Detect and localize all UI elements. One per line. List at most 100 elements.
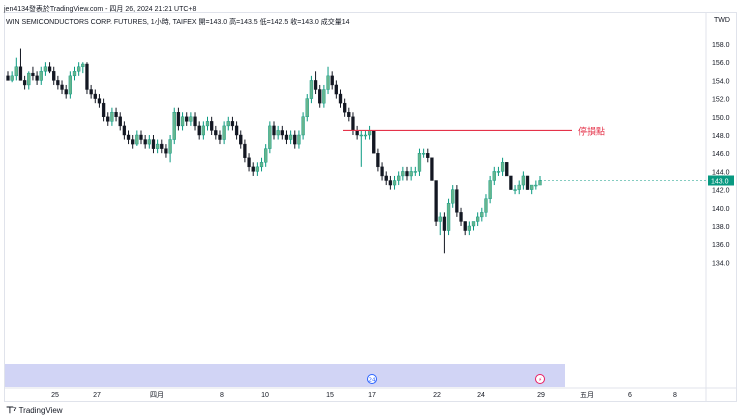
legend-high: 高=143.5 bbox=[229, 19, 258, 26]
candle-body bbox=[338, 93, 343, 104]
candle-body bbox=[413, 171, 417, 173]
candle-body bbox=[438, 216, 442, 222]
candle-body bbox=[230, 121, 235, 127]
candle-body bbox=[160, 143, 164, 149]
x-tick-label: 15 bbox=[326, 392, 334, 399]
candle-body bbox=[251, 166, 255, 172]
candle-body bbox=[118, 116, 122, 127]
candle-body bbox=[525, 175, 530, 190]
candle-body bbox=[492, 171, 496, 181]
candle-body bbox=[355, 130, 359, 136]
candle-body bbox=[363, 134, 368, 137]
candle-body bbox=[214, 130, 218, 136]
candle-body bbox=[459, 212, 463, 222]
candle-body bbox=[6, 75, 10, 81]
legend-volume: 成交量14 bbox=[320, 19, 350, 26]
candle-body bbox=[380, 166, 384, 177]
candle-body bbox=[85, 63, 89, 90]
candle-body bbox=[272, 125, 276, 136]
candle-body bbox=[176, 112, 181, 127]
publish-info: jen4134發表於TradingView.com - 四月 26, 2024 … bbox=[4, 6, 197, 13]
candle-body bbox=[538, 180, 542, 186]
event-band bbox=[5, 364, 565, 387]
candle-body bbox=[31, 72, 35, 77]
candle-body bbox=[367, 130, 372, 136]
currency-label: TWD bbox=[714, 17, 730, 24]
candle-body bbox=[43, 66, 48, 72]
candle-body bbox=[168, 139, 172, 154]
tradingview-footer: ⊤⁷ TradingView bbox=[6, 405, 63, 416]
candle-body bbox=[68, 75, 72, 95]
x-tick-label: 25 bbox=[51, 392, 59, 399]
candle-body bbox=[517, 184, 521, 190]
candle-body bbox=[64, 89, 68, 95]
candle-body bbox=[52, 71, 56, 81]
candle-body bbox=[384, 175, 388, 181]
candle-body bbox=[218, 134, 222, 140]
candle-body bbox=[101, 102, 106, 118]
candle-body bbox=[480, 212, 484, 218]
earnings-marker-label: 24 bbox=[369, 378, 376, 384]
candle-body bbox=[247, 157, 251, 168]
y-tick-label: 150.0 bbox=[712, 115, 730, 122]
candle-body bbox=[421, 152, 426, 155]
y-tick-label: 144.0 bbox=[712, 169, 730, 176]
x-tick-label: 17 bbox=[368, 392, 376, 399]
candle-body bbox=[451, 189, 455, 204]
candle-body bbox=[243, 143, 247, 158]
candle-body bbox=[151, 139, 156, 149]
y-tick-label: 156.0 bbox=[712, 60, 730, 67]
candle-body bbox=[60, 84, 64, 90]
candle-body bbox=[313, 80, 318, 90]
candle-body bbox=[268, 125, 272, 149]
candle-body bbox=[185, 116, 189, 122]
candle-body bbox=[234, 125, 239, 136]
candle-body bbox=[143, 139, 147, 145]
y-tick-label: 142.0 bbox=[712, 188, 730, 195]
x-tick-label: 6 bbox=[628, 392, 632, 399]
candle-body bbox=[372, 130, 376, 154]
y-tick-label: 148.0 bbox=[712, 133, 730, 140]
brand-label: TradingView bbox=[18, 406, 63, 415]
candle-body bbox=[201, 125, 205, 136]
candle-body bbox=[276, 130, 280, 136]
candle-body bbox=[409, 171, 413, 177]
candle-body bbox=[280, 130, 284, 136]
candle-body bbox=[322, 89, 326, 104]
y-tick-label: 134.0 bbox=[712, 260, 730, 267]
symbol-name: WIN SEMICONDUCTORS CORP. FUTURES, 1小時, T… bbox=[6, 19, 197, 26]
candle-body bbox=[405, 171, 409, 177]
candle-body bbox=[392, 180, 397, 186]
candle-body bbox=[259, 162, 264, 168]
candle-body bbox=[239, 134, 243, 145]
y-tick-label: 158.0 bbox=[712, 42, 730, 49]
candle-body bbox=[455, 189, 459, 213]
candle-body bbox=[22, 80, 27, 86]
x-tick-label: 24 bbox=[477, 392, 485, 399]
x-tick-label: 四月 bbox=[150, 391, 164, 399]
y-tick-label: 154.0 bbox=[712, 78, 730, 85]
candle-body bbox=[222, 125, 226, 140]
candle-body bbox=[488, 180, 492, 199]
last-price-tag bbox=[708, 175, 734, 186]
legend-low: 低=142.5 bbox=[259, 19, 289, 26]
x-tick-label: 22 bbox=[433, 392, 441, 399]
candle-body bbox=[193, 116, 197, 127]
x-tick-label: 8 bbox=[673, 392, 677, 399]
candle-body bbox=[330, 75, 334, 86]
candle-body bbox=[89, 89, 93, 95]
candle-body bbox=[10, 75, 14, 81]
x-tick-label: 五月 bbox=[580, 391, 594, 399]
earnings-marker-icon bbox=[367, 374, 377, 384]
candle-body bbox=[521, 175, 526, 186]
candle-body bbox=[110, 112, 114, 122]
candle-body bbox=[147, 139, 151, 145]
candle-body bbox=[463, 221, 467, 231]
candle-body bbox=[446, 203, 451, 231]
candle-body bbox=[305, 98, 309, 117]
stop-loss-label: 停損點 bbox=[578, 125, 605, 137]
candle-body bbox=[388, 180, 393, 186]
chart-frame bbox=[4, 12, 737, 402]
candle-body bbox=[39, 71, 43, 81]
